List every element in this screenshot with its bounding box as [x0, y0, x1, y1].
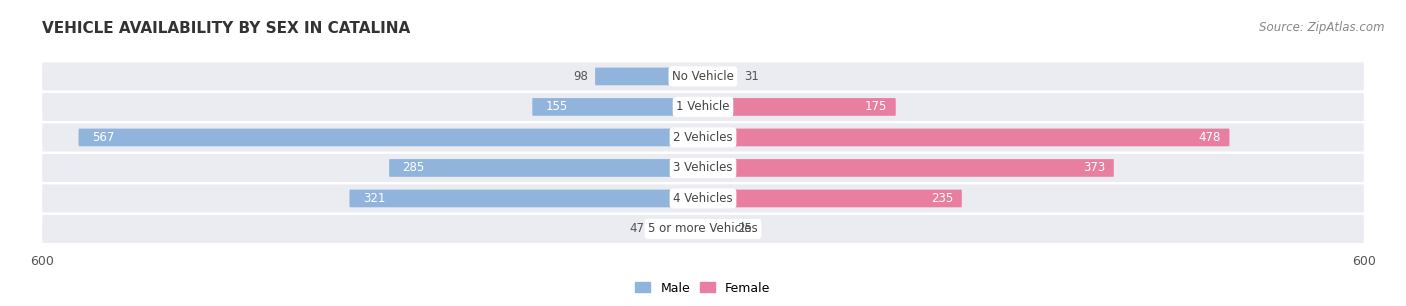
Text: 321: 321: [363, 192, 385, 205]
FancyBboxPatch shape: [350, 190, 703, 207]
FancyBboxPatch shape: [42, 154, 1364, 182]
FancyBboxPatch shape: [42, 123, 1364, 151]
Text: 3 Vehicles: 3 Vehicles: [673, 162, 733, 174]
Text: Source: ZipAtlas.com: Source: ZipAtlas.com: [1260, 21, 1385, 34]
FancyBboxPatch shape: [42, 185, 1364, 212]
FancyBboxPatch shape: [703, 159, 1114, 177]
FancyBboxPatch shape: [42, 215, 1364, 243]
FancyBboxPatch shape: [533, 98, 703, 116]
Text: 5 or more Vehicles: 5 or more Vehicles: [648, 222, 758, 235]
FancyBboxPatch shape: [651, 220, 703, 238]
FancyBboxPatch shape: [703, 98, 896, 116]
Text: 98: 98: [574, 70, 589, 83]
Text: 567: 567: [91, 131, 114, 144]
Text: VEHICLE AVAILABILITY BY SEX IN CATALINA: VEHICLE AVAILABILITY BY SEX IN CATALINA: [42, 21, 411, 36]
Text: 478: 478: [1198, 131, 1220, 144]
FancyBboxPatch shape: [42, 62, 1364, 91]
FancyBboxPatch shape: [703, 129, 1229, 146]
FancyBboxPatch shape: [79, 129, 703, 146]
Text: 4 Vehicles: 4 Vehicles: [673, 192, 733, 205]
FancyBboxPatch shape: [703, 220, 731, 238]
Text: 373: 373: [1083, 162, 1105, 174]
Text: 235: 235: [931, 192, 953, 205]
Text: 285: 285: [402, 162, 425, 174]
Text: 25: 25: [737, 222, 752, 235]
Text: 155: 155: [546, 100, 568, 114]
Text: No Vehicle: No Vehicle: [672, 70, 734, 83]
FancyBboxPatch shape: [703, 68, 737, 85]
FancyBboxPatch shape: [703, 190, 962, 207]
Text: 31: 31: [744, 70, 759, 83]
FancyBboxPatch shape: [389, 159, 703, 177]
Legend: Male, Female: Male, Female: [630, 277, 776, 300]
Text: 1 Vehicle: 1 Vehicle: [676, 100, 730, 114]
Text: 47: 47: [630, 222, 644, 235]
Text: 175: 175: [865, 100, 887, 114]
Text: 2 Vehicles: 2 Vehicles: [673, 131, 733, 144]
FancyBboxPatch shape: [42, 93, 1364, 121]
FancyBboxPatch shape: [595, 68, 703, 85]
